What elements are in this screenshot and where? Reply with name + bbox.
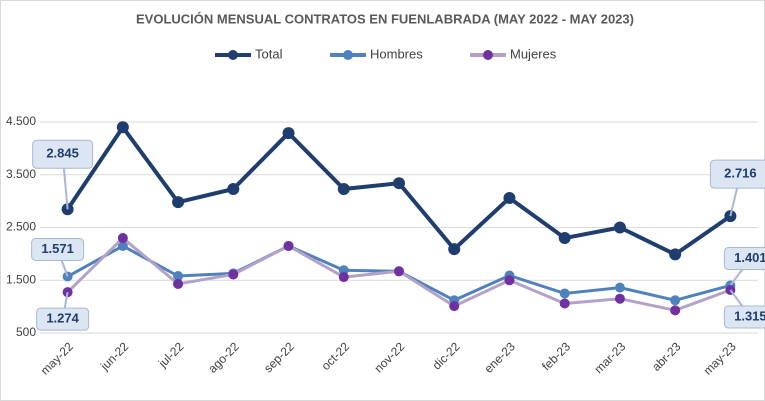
data-point [117,233,128,244]
data-label: 1.571 [41,241,74,256]
data-point [670,295,681,306]
data-label: 1.401 [734,250,765,265]
data-point [558,232,571,245]
data-point [228,269,239,280]
data-point [283,240,294,251]
y-tick-label: 4.500 [6,114,36,128]
chart-title: EVOLUCIÓN MENSUAL CONTRATOS EN FUENLABRA… [136,11,634,26]
data-point [559,288,570,299]
callout-box [31,238,85,262]
data-point [337,182,350,195]
data-point [393,177,405,190]
callout-box [709,159,765,189]
data-label: 2.716 [724,166,757,181]
legend-label: Total [255,46,283,61]
legend-marker [343,50,353,60]
callout-box [723,305,765,329]
data-point [116,121,129,134]
data-point [173,271,184,282]
callout-box [723,246,765,270]
data-label: 1.315 [734,308,765,323]
callout-box [36,307,90,331]
data-point [614,293,625,304]
y-tick-label: 500 [16,325,36,339]
data-label: 2.845 [46,146,79,161]
data-point [504,275,515,286]
data-point [669,248,682,261]
data-point [670,305,681,316]
y-tick-label: 2.500 [6,220,36,234]
y-tick-label: 3.500 [6,167,36,181]
y-tick-label: 1.500 [6,272,36,286]
data-point [117,240,128,251]
legend-label: Mujeres [510,46,557,61]
data-point [503,191,516,204]
data-point [613,221,626,234]
data-point [448,243,461,256]
data-point [338,272,349,283]
legend-marker [228,50,238,60]
data-point [227,182,240,195]
data-label: 1.274 [46,311,79,326]
legend-marker [483,50,493,60]
data-point [614,282,625,293]
data-point [338,265,349,276]
data-point [394,266,404,277]
data-point [282,127,295,140]
legend-label: Hombres [370,46,423,61]
data-point [172,196,185,209]
data-point [559,298,570,309]
data-point [173,278,184,289]
data-point [449,301,460,312]
callout-box [32,139,94,169]
